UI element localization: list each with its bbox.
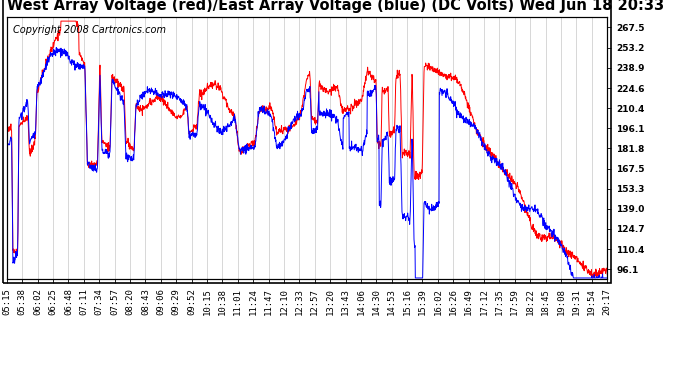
Text: Copyright 2008 Cartronics.com: Copyright 2008 Cartronics.com — [13, 25, 166, 35]
Text: West Array Voltage (red)/East Array Voltage (blue) (DC Volts) Wed Jun 18 20:33: West Array Voltage (red)/East Array Volt… — [7, 0, 664, 13]
